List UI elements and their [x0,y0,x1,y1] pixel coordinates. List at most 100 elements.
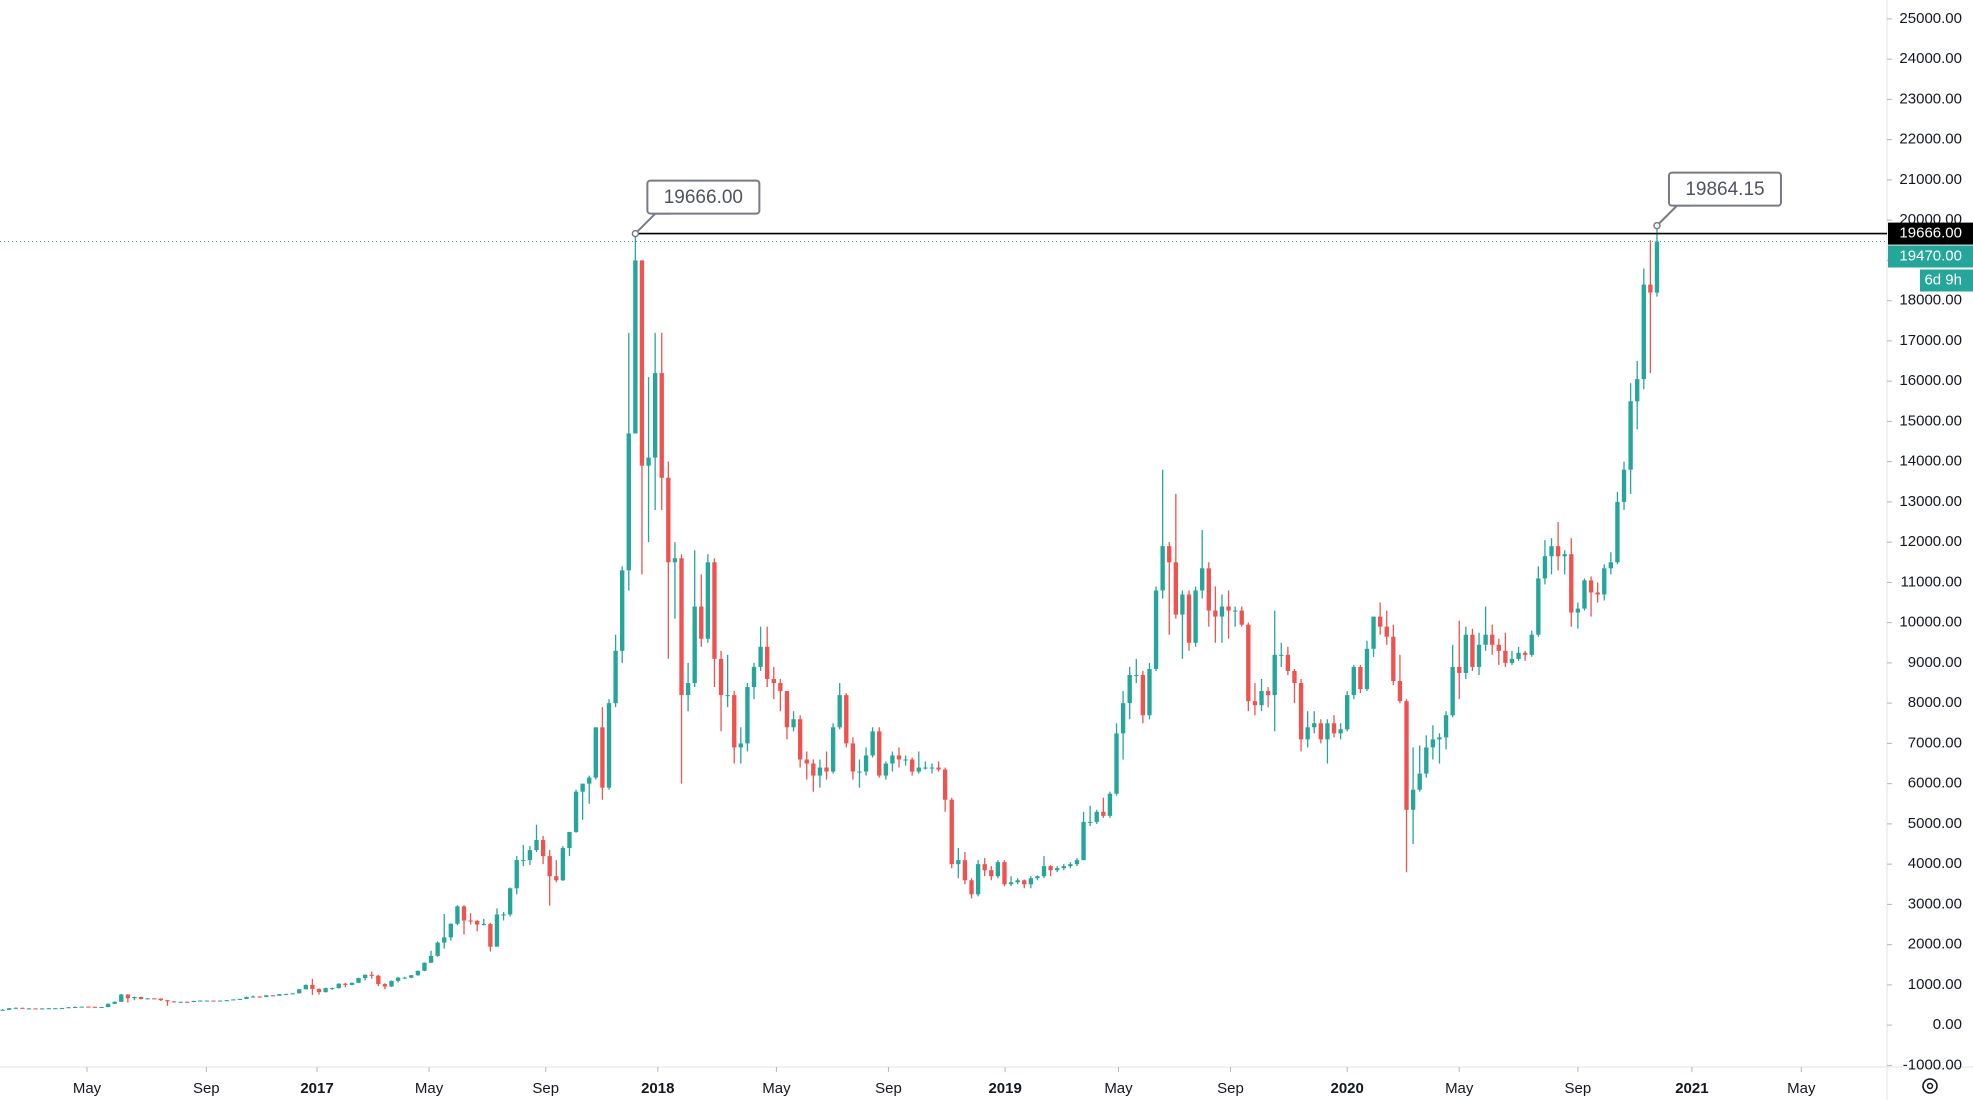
candle-body [903,759,908,761]
candle-body [125,994,131,999]
candle-body [1621,469,1627,502]
candle-body [409,975,414,978]
candle-body [1074,860,1080,865]
candle-body [1397,681,1403,702]
last-price-label-bg [1888,245,1973,268]
x-tick-label: May [415,1080,444,1097]
candle-body [620,570,625,651]
candle-body [72,1007,78,1009]
candle-body [797,719,803,760]
y-tick-label: 14000.00 [1899,453,1962,470]
candle-body [1522,652,1528,655]
candle-body [910,759,915,772]
candle-body [1134,674,1139,676]
candle-body [165,1000,170,1002]
x-tick-label: May [73,1080,102,1097]
candle-body [1127,674,1132,704]
candle-body [1101,811,1106,816]
candle-body [224,1000,229,1002]
candle-body [336,983,341,989]
candle-body [119,994,124,1002]
y-tick-label: 22000.00 [1899,131,1962,148]
candle-body [303,984,308,990]
candle-body [1186,594,1192,643]
candle-body [310,984,315,989]
countdown-label: 6d 9h [1924,271,1962,288]
candle-body [1232,610,1238,612]
candle-body [784,691,790,728]
x-tick-label: Sep [193,1080,220,1097]
y-tick-label: 16000.00 [1899,372,1962,389]
candle-body [211,1000,216,1002]
candle-body [0,1009,5,1011]
candle-body [1490,634,1495,645]
candle-body [1384,626,1389,637]
candle-body [1167,546,1172,563]
candle-body [428,955,434,963]
y-tick-label: 24000.00 [1899,50,1962,67]
candle-body [1022,880,1027,885]
candle-body [330,988,335,990]
candle-body [1015,880,1020,883]
candle-body [7,1008,12,1010]
candle-body [26,1008,32,1010]
x-tick-label: Sep [1217,1080,1244,1097]
candle-body [857,771,862,773]
x-tick-label: Sep [532,1080,559,1097]
candle-body [633,260,638,434]
candle-body [758,646,763,667]
candle-body [1041,866,1047,877]
candle-body [745,687,750,744]
candle-body [554,876,559,881]
candle-body [20,1007,25,1009]
x-tick-label: 2019 [988,1080,1021,1097]
candle-body [923,767,928,769]
candle-body [290,993,295,995]
candle-body [1516,652,1521,659]
candle-body [1285,654,1291,671]
candle-body [824,767,829,772]
candle-body [171,1001,177,1003]
candle-body [152,998,157,1000]
candle-body [33,1008,38,1010]
candle-body [1542,556,1548,579]
candle-body [916,767,921,772]
candle-body [646,457,651,466]
candle-body [257,996,262,998]
candle-body [297,989,302,994]
candle-body [323,988,328,993]
candle-body [1213,610,1218,617]
candle-body [771,679,776,684]
settings-button[interactable] [1922,1078,1938,1094]
candle-body [494,914,500,947]
y-tick-label: 1000.00 [1908,976,1962,993]
y-tick-label: 4000.00 [1908,855,1962,872]
callout-label: 19864.15 [1685,179,1764,200]
candle-body [613,650,618,704]
callout-anchor [631,229,640,238]
candle-body [1463,634,1469,673]
candle-body [725,695,730,697]
y-tick-label: 6000.00 [1908,775,1962,792]
candle-body [1602,568,1607,595]
y-tick-label: 18000.00 [1899,292,1962,309]
candle-body [890,755,895,764]
candle-body [652,373,658,458]
candle-body [244,996,249,999]
y-tick-label: 5000.00 [1908,815,1962,832]
candle-body [804,759,809,764]
y-tick-label: 21000.00 [1899,171,1962,188]
candle-body [1081,821,1086,861]
candle-body [1371,616,1376,649]
candle-body [811,763,816,776]
candle-body [929,767,935,769]
candle-body [66,1007,71,1009]
candle-body [606,703,612,788]
candle-body [1483,634,1488,645]
gear-hub [1926,1082,1934,1090]
candle-body [277,994,282,996]
candle-body [844,695,849,744]
candle-body [53,1008,58,1010]
candle-body [765,646,770,679]
candle-body [685,683,691,696]
